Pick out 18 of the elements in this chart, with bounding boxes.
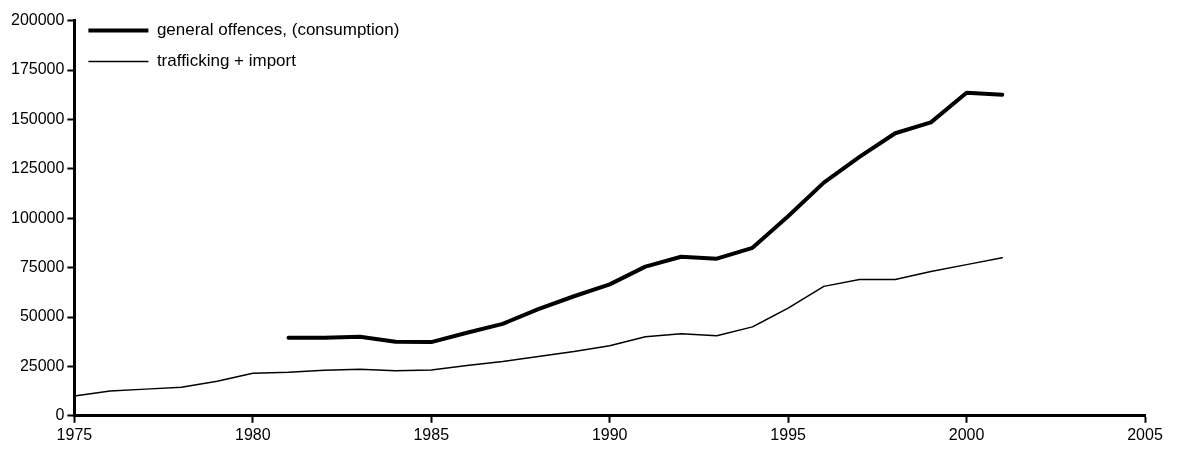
x-tick-label: 2000 <box>948 425 985 443</box>
y-tick-label: 175000 <box>11 60 65 78</box>
legend-label: trafficking + import <box>156 51 297 71</box>
y-tick-label: 25000 <box>19 356 65 374</box>
y-tick-label: 100000 <box>11 208 65 226</box>
x-tick-label: 1985 <box>413 425 450 443</box>
x-tick-label: 2005 <box>1127 425 1163 443</box>
x-tick-label: 1980 <box>235 425 271 443</box>
y-tick-label: 125000 <box>11 159 65 177</box>
x-tick-label: 1995 <box>770 425 807 443</box>
y-tick-label: 50000 <box>19 307 65 325</box>
y-tick-label: 75000 <box>19 258 65 276</box>
y-tick-label: 200000 <box>11 11 65 29</box>
y-tick-label: 0 <box>55 406 65 424</box>
y-tick-label: 150000 <box>11 109 65 127</box>
legend-label: general offences, (consumption) <box>156 20 400 40</box>
x-tick-label: 1990 <box>591 425 628 443</box>
x-tick-label: 1975 <box>56 425 93 443</box>
